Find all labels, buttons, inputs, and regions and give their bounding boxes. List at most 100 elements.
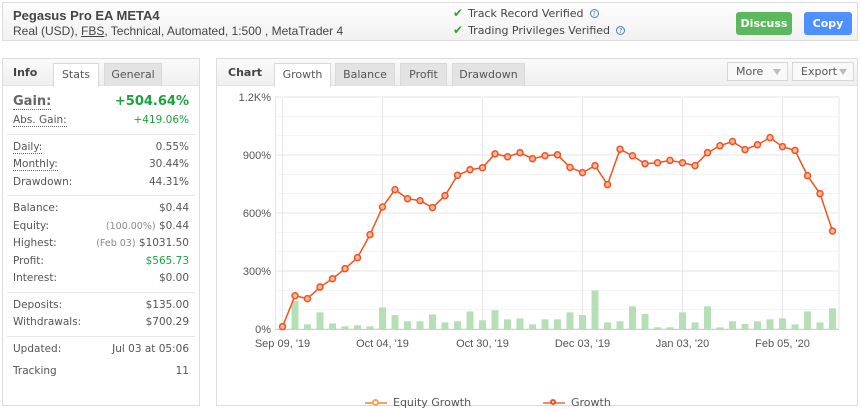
data-point[interactable] (516, 148, 524, 157)
data-point[interactable] (728, 137, 737, 146)
bar[interactable] (341, 326, 349, 329)
bar[interactable] (454, 321, 461, 329)
bar[interactable] (591, 290, 599, 329)
bar[interactable] (779, 318, 786, 329)
bar[interactable] (541, 319, 549, 329)
tab-profit[interactable]: Profit (400, 63, 447, 86)
data-point[interactable] (303, 294, 312, 303)
bar[interactable] (429, 314, 436, 329)
bar[interactable] (366, 326, 374, 329)
bar[interactable] (679, 312, 686, 329)
data-point[interactable] (291, 291, 299, 300)
data-point[interactable] (703, 148, 712, 157)
bar[interactable] (529, 324, 536, 329)
discuss-button[interactable]: Discuss (736, 12, 792, 35)
data-point[interactable] (466, 165, 474, 174)
data-point[interactable] (628, 152, 637, 160)
bar[interactable] (729, 321, 736, 329)
tab-growth[interactable]: Growth (274, 63, 331, 87)
data-point[interactable] (428, 203, 437, 212)
tab-general[interactable]: General (104, 63, 162, 86)
bar[interactable] (466, 311, 474, 329)
data-point[interactable] (578, 168, 587, 177)
data-point[interactable] (766, 133, 774, 142)
copy-button[interactable]: Copy (804, 12, 852, 35)
bar[interactable] (654, 327, 661, 329)
export-dropdown[interactable]: Export (792, 62, 854, 81)
data-point[interactable] (278, 322, 287, 331)
data-point[interactable] (453, 171, 462, 180)
data-point[interactable] (328, 274, 337, 283)
bar[interactable] (479, 320, 486, 329)
data-point[interactable] (741, 145, 749, 154)
data-point[interactable] (616, 145, 624, 153)
bar[interactable] (416, 321, 424, 329)
data-point[interactable] (416, 196, 424, 205)
broker-link[interactable]: FBS (81, 24, 105, 38)
bar[interactable] (404, 321, 411, 329)
tab-balance[interactable]: Balance (335, 63, 395, 86)
daily-label[interactable]: Daily: (13, 140, 43, 154)
data-point[interactable] (828, 227, 837, 235)
data-point[interactable] (316, 283, 324, 291)
bar[interactable] (354, 325, 361, 329)
bar[interactable] (766, 319, 774, 329)
data-point[interactable] (716, 141, 724, 150)
legend-growth[interactable]: Growth (543, 396, 611, 409)
data-point[interactable] (403, 194, 412, 203)
bar[interactable] (791, 324, 799, 329)
data-point[interactable] (566, 163, 574, 172)
bar[interactable] (716, 327, 724, 329)
data-point[interactable] (653, 158, 662, 167)
bar[interactable] (441, 322, 449, 329)
data-point[interactable] (753, 141, 762, 149)
data-point[interactable] (366, 230, 374, 239)
abs-gain-label[interactable]: Abs. Gain: (13, 114, 67, 127)
legend-equity-growth[interactable]: Equity Growth (365, 396, 471, 409)
bar[interactable] (704, 306, 711, 329)
bar[interactable] (554, 319, 561, 329)
data-point[interactable] (591, 161, 599, 170)
data-point[interactable] (503, 152, 512, 161)
data-point[interactable] (353, 253, 362, 262)
data-point[interactable] (816, 189, 824, 198)
tab-drawdown[interactable]: Drawdown (452, 63, 525, 86)
data-point[interactable] (603, 180, 612, 189)
more-dropdown[interactable]: More (727, 62, 788, 81)
question-icon[interactable]: ? (616, 25, 625, 35)
bar[interactable] (379, 307, 386, 329)
tab-stats[interactable]: Stats (53, 63, 99, 87)
bar[interactable] (691, 322, 699, 329)
question-icon[interactable]: ? (589, 8, 599, 18)
gain-label[interactable]: Gain: (13, 94, 52, 110)
data-point[interactable] (341, 264, 349, 273)
bar[interactable] (491, 310, 499, 329)
bar[interactable] (816, 322, 824, 329)
data-point[interactable] (641, 159, 649, 168)
data-point[interactable] (378, 203, 387, 211)
bar[interactable] (329, 323, 336, 329)
bar[interactable] (391, 315, 399, 329)
data-point[interactable] (791, 146, 799, 155)
bar[interactable] (316, 312, 324, 329)
data-point[interactable] (541, 152, 549, 160)
bar[interactable] (616, 321, 624, 329)
data-point[interactable] (528, 154, 537, 163)
bar[interactable] (579, 315, 586, 329)
bar[interactable] (804, 311, 811, 329)
data-point[interactable] (803, 171, 812, 180)
data-point[interactable] (691, 161, 699, 170)
data-point[interactable] (441, 191, 449, 200)
data-point[interactable] (391, 185, 399, 194)
data-point[interactable] (666, 156, 674, 165)
bar[interactable] (629, 306, 636, 329)
data-point[interactable] (553, 151, 562, 159)
bar[interactable] (741, 323, 749, 329)
bar[interactable] (566, 312, 574, 329)
data-point[interactable] (778, 142, 787, 151)
bar[interactable] (304, 324, 311, 329)
bar[interactable] (291, 300, 299, 329)
data-point[interactable] (478, 164, 487, 172)
bar[interactable] (604, 322, 611, 329)
bar[interactable] (829, 308, 836, 329)
